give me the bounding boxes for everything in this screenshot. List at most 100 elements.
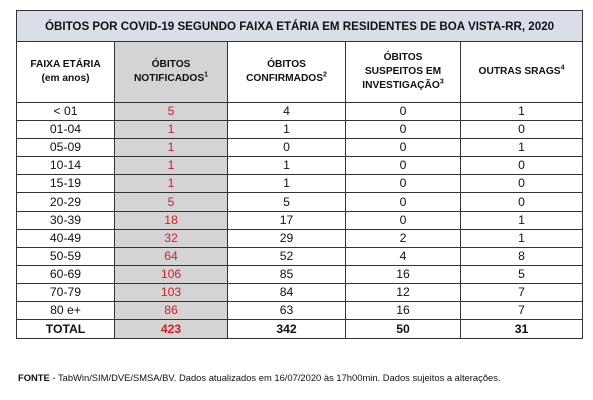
table-row: < 01 5 4 0 1 [16,101,584,122]
header-age-line1: FAIXA ETÁRIA [30,59,101,70]
confirmed-cell: 1 [227,120,346,140]
total-suspected: 50 [345,319,461,340]
other-srags-cell: 7 [459,301,584,321]
header-suspected-line1: ÓBITOS [383,52,423,63]
source-text: - TabWin/SIM/DVE/SMSA/BV. Dados atualiza… [49,372,501,383]
confirmed-cell: 84 [227,282,346,303]
notified-cell: 5 [114,101,228,122]
age-group-cell: < 01 [16,101,115,122]
confirmed-cell: 1 [227,156,346,176]
confirmed-cell: 5 [227,192,346,212]
notified-cell: 86 [114,301,228,321]
notified-cell: 32 [114,228,228,248]
header-confirmed: ÓBITOS CONFIRMADOS2 [227,41,346,103]
table-title-row: ÓBITOS POR COVID-19 SEGUNDO FAIXA ETÁRIA… [15,10,584,42]
header-notified-line2: NOTIFICADOS [133,73,205,84]
age-group-cell: 70-79 [16,282,115,303]
table-row: 20-29 5 5 0 0 [16,192,584,212]
age-group-cell: 15-19 [16,174,115,194]
mortality-table-container: ÓBITOS POR COVID-19 SEGUNDO FAIXA ETÁRIA… [15,10,584,340]
total-row: TOTAL 423 342 50 31 [16,319,584,340]
notified-cell: 103 [114,282,228,303]
table-title: ÓBITOS POR COVID-19 SEGUNDO FAIXA ETÁRIA… [15,10,584,42]
other-srags-cell: 0 [459,156,584,176]
suspected-cell: 12 [345,282,461,303]
header-notified: ÓBITOS NOTIFICADOS1 [114,41,228,103]
confirmed-cell: 29 [227,228,346,248]
confirmed-cell: 1 [227,174,346,194]
total-notified: 423 [114,319,228,340]
suspected-cell: 16 [345,264,461,284]
notified-cell: 106 [114,264,228,284]
age-group-cell: 60-69 [16,264,115,284]
source-label: FONTE [18,372,50,383]
notified-cell: 1 [114,156,228,176]
header-row: FAIXA ETÁRIA (em anos) ÓBITOS NOTIFICADO… [16,41,584,103]
notified-cell: 64 [114,246,228,266]
total-confirmed: 342 [227,319,346,340]
table-row: 40-49 32 29 2 1 [16,228,584,248]
other-srags-cell: 1 [459,210,584,230]
header-suspected-line3: INVESTIGAÇÃO [362,80,440,91]
confirmed-cell: 0 [227,138,346,158]
confirmed-cell: 4 [227,101,346,122]
age-group-cell: 10-14 [16,156,115,176]
other-srags-cell: 0 [459,192,584,212]
suspected-cell: 0 [345,174,461,194]
notified-cell: 5 [114,192,228,212]
table-row: 30-39 18 17 0 1 [16,210,584,230]
suspected-cell: 0 [345,156,461,176]
header-suspected-footnote: 3 [439,78,444,86]
suspected-cell: 2 [345,228,461,248]
suspected-cell: 0 [345,138,461,158]
age-group-cell: 20-29 [16,192,115,212]
other-srags-cell: 1 [459,101,584,122]
mortality-table: ÓBITOS POR COVID-19 SEGUNDO FAIXA ETÁRIA… [15,10,584,340]
suspected-cell: 0 [345,120,461,140]
age-group-cell: 01-04 [16,120,115,140]
other-srags-cell: 8 [459,246,584,266]
confirmed-cell: 63 [227,301,346,321]
header-confirmed-line1: ÓBITOS [267,59,306,70]
table-row: 15-19 1 1 0 0 [16,174,584,194]
header-confirmed-line2: CONFIRMADOS [246,73,324,84]
notified-cell: 1 [114,138,228,158]
table-row: 70-79 103 84 12 7 [16,282,584,303]
suspected-cell: 4 [345,246,461,266]
other-srags-cell: 0 [459,120,584,140]
table-row: 05-09 1 0 0 1 [16,138,584,158]
suspected-cell: 0 [345,101,461,122]
other-srags-cell: 5 [459,264,584,284]
age-group-cell: 40-49 [16,228,115,248]
age-group-cell: 30-39 [16,210,115,230]
confirmed-cell: 52 [227,246,346,266]
notified-cell: 1 [114,120,228,140]
confirmed-cell: 85 [227,264,346,284]
notified-cell: 1 [114,174,228,194]
header-notified-line1: ÓBITOS [151,59,191,70]
table-body: < 01 5 4 0 1 01-04 1 1 0 0 05-09 1 0 0 1 10-14 1 1 0 0 15-19… [16,101,584,321]
table-row: 80 e+ 86 63 16 7 [16,301,584,321]
header-suspected-line2: SUSPEITOS EM [364,66,442,77]
suspected-cell: 16 [345,301,461,321]
table-row: 60-69 106 85 16 5 [16,264,584,284]
table-row: 10-14 1 1 0 0 [16,156,584,176]
header-other-line1: OUTRAS SRAGS [478,66,561,77]
total-other-srags: 31 [459,319,584,340]
header-other-srags: OUTRAS SRAGS4 [459,41,584,103]
suspected-cell: 0 [345,210,461,230]
notified-cell: 18 [114,210,228,230]
total-label: TOTAL [16,319,115,340]
suspected-cell: 0 [345,192,461,212]
source-note: FONTE - TabWin/SIM/DVE/SMSA/BV. Dados at… [18,372,501,383]
age-group-cell: 80 e+ [16,301,115,321]
header-confirmed-footnote: 2 [323,71,327,79]
table-row: 01-04 1 1 0 0 [16,120,584,140]
confirmed-cell: 17 [227,210,346,230]
header-notified-footnote: 1 [204,71,209,79]
header-suspected: ÓBITOS SUSPEITOS EM INVESTIGAÇÃO3 [345,41,461,103]
other-srags-cell: 0 [459,174,584,194]
table-row: 50-59 64 52 4 8 [16,246,584,266]
other-srags-cell: 7 [459,282,584,303]
other-srags-cell: 1 [459,138,584,158]
